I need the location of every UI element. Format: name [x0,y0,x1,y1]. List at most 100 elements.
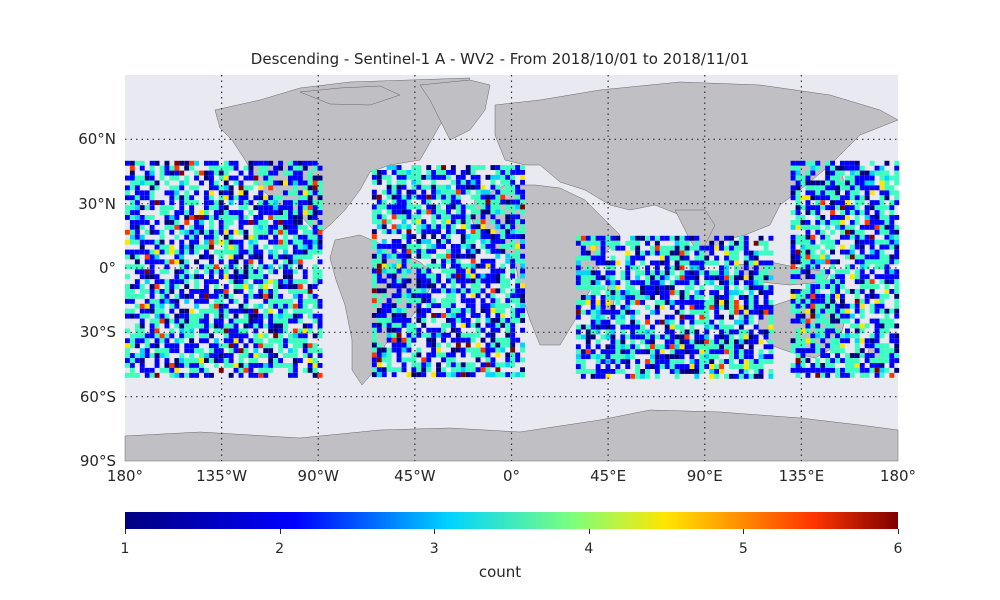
count-cell [610,270,616,276]
count-cell [164,343,170,349]
count-cell [278,338,283,344]
count-cell [699,334,705,340]
count-cell [490,322,496,328]
count-cell [869,249,875,255]
count-cell [253,205,259,211]
count-cell [790,195,796,201]
count-cell [825,224,831,230]
count-cell [520,342,525,348]
count-cell [455,367,461,373]
count-cell [243,298,249,304]
count-cell [600,250,606,256]
count-cell [283,249,288,255]
count-cell [580,334,586,340]
count-cell [238,308,244,314]
count-cell [830,190,835,196]
count-cell [815,372,821,378]
count-cell [869,180,875,186]
count-cell [510,362,516,368]
count-cell [441,288,446,294]
count-cell [805,367,811,373]
count-cell [159,298,165,304]
count-cell [184,180,190,186]
count-cell [485,204,491,210]
count-cell [376,248,382,254]
count-cell [243,165,249,171]
count-cell [500,179,506,185]
count-cell [164,313,170,319]
count-cell [125,338,130,344]
count-cell [450,352,456,358]
count-cell [317,244,323,250]
count-cell [450,288,456,294]
count-cell [505,357,511,363]
count-cell [406,322,412,328]
count-cell [376,209,382,215]
count-cell [694,255,700,261]
count-cell [174,224,180,230]
count-cell [689,275,695,281]
count-cell [805,244,811,250]
count-cell [748,359,754,364]
count-cell [510,189,516,195]
count-cell [421,219,427,225]
count-cell [431,174,437,180]
count-cell [436,332,441,338]
count-cell [894,200,900,206]
count-cell [768,339,774,345]
count-cell [753,250,759,256]
count-cell [879,180,885,186]
count-cell [233,333,239,339]
count-cell [699,319,705,325]
count-cell [288,254,293,260]
count-cell [820,298,826,304]
count-cell [455,372,461,378]
count-cell [753,280,759,286]
count-cell [689,349,695,355]
count-cell [386,337,392,343]
count-cells [125,160,900,379]
count-cell [500,337,506,343]
count-cell [134,328,140,334]
count-cell [645,349,650,355]
count-cell [406,268,412,274]
count-cell [243,249,249,255]
count-cell [475,229,481,235]
count-cell [674,339,680,345]
count-cell [233,348,239,354]
count-cell [669,285,675,291]
count-cell [719,285,724,291]
count-cell [238,269,244,275]
count-cell [125,190,130,196]
count-cell [302,234,308,240]
count-cell [495,347,501,353]
count-cell [213,249,219,255]
count-cell [835,308,840,314]
count-cell [396,337,402,343]
count-cell [159,303,165,309]
count-cell [654,290,660,295]
count-cell [515,357,521,363]
count-cell [635,309,641,315]
count-cell [515,199,521,205]
count-cell [869,224,875,230]
count-cell [610,240,616,246]
count-cell [273,254,279,260]
count-cell [209,353,214,358]
count-cell [189,210,195,215]
count-cell [371,189,377,195]
count-cell [620,275,626,281]
count-cell [184,200,190,206]
count-cell [446,234,451,239]
count-cell [401,253,407,259]
count-cell [263,298,269,304]
count-cell [253,313,259,319]
count-cell [580,250,586,256]
count-cell [174,269,180,275]
count-cell [396,170,402,175]
count-cell [154,363,160,368]
count-cell [884,323,890,329]
count-cell [411,327,417,333]
count-cell [233,249,239,255]
count-cell [709,324,715,330]
